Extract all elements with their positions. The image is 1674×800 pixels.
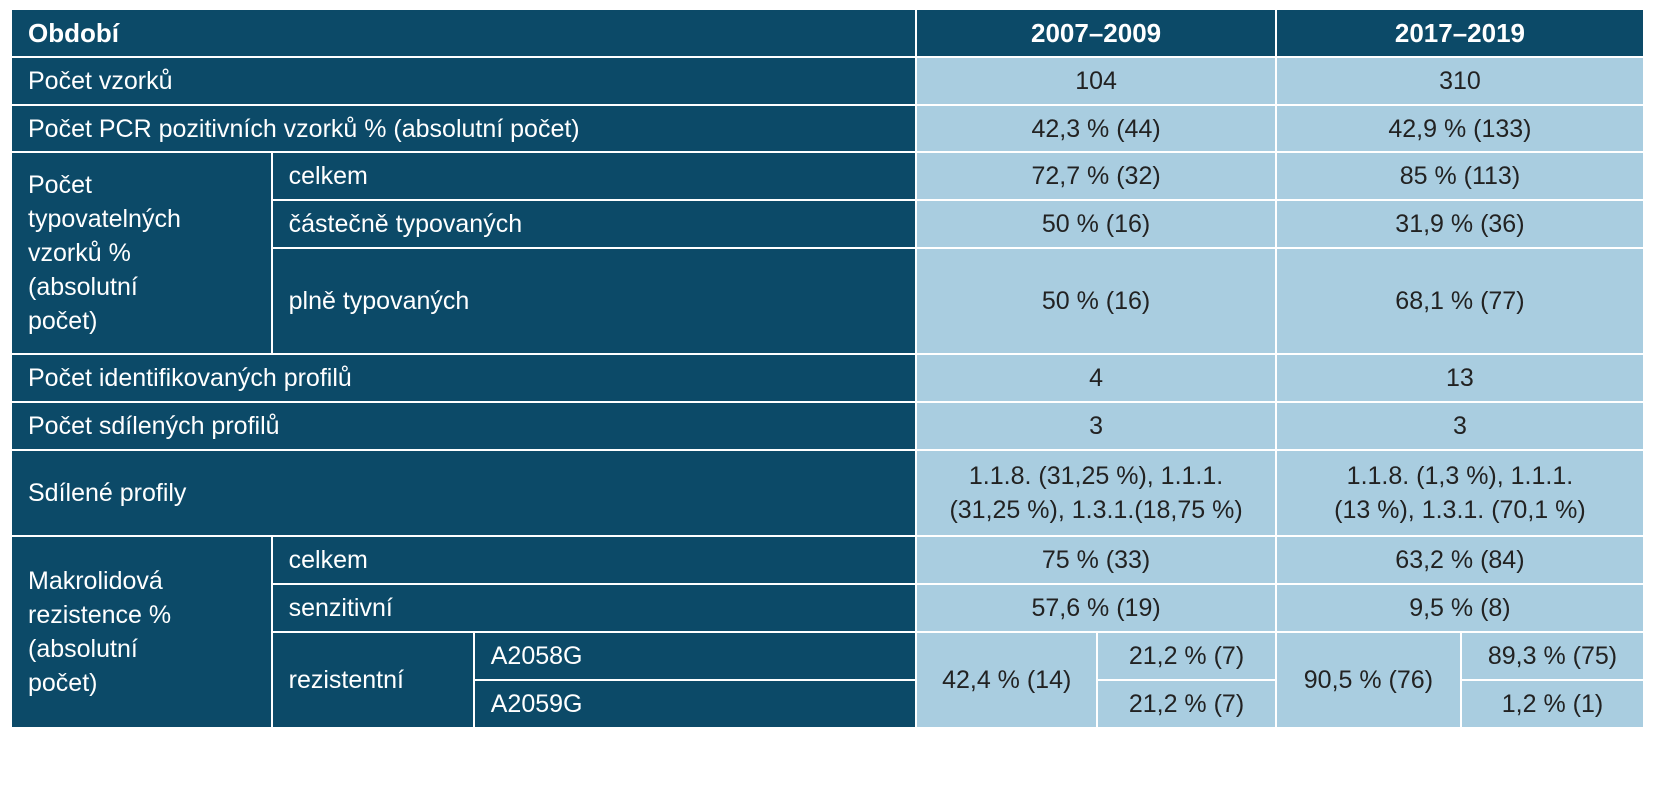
table-row: Počet PCR pozitivních vzorků % (absolutn… xyxy=(9,104,1646,153)
value-cell: 1.1.8. (31,25 %), 1.1.1. (31,25 %), 1.3.… xyxy=(915,449,1277,537)
value-cell: 42,9 % (133) xyxy=(1274,104,1646,153)
row-label: Počet identifikovaných profilů xyxy=(9,353,918,403)
value-cell: 68,1 % (77) xyxy=(1274,247,1646,355)
row-label: senzitivní xyxy=(270,583,918,633)
results-table: Období 2007–2009 2017–2019 Počet vzorků … xyxy=(9,8,1646,729)
period-header: Období xyxy=(9,8,918,58)
table-row: A2059G 21,2 % (7) 1,2 % (1) xyxy=(11,679,1646,729)
row-label: Počet vzorků xyxy=(9,56,918,106)
typeable-group-label: Počet typovatelných vzorků % (absolutní … xyxy=(10,151,273,355)
results-table-wrapper: Období 2007–2009 2017–2019 Počet vzorků … xyxy=(9,8,1646,729)
row-label: plně typovaných xyxy=(270,247,918,355)
table-row: senzitivní 57,6 % (19) 9,5 % (8) xyxy=(11,583,1646,633)
group-label-line: vzorků % xyxy=(28,239,131,267)
row-label: Počet PCR pozitivních vzorků % (absolutn… xyxy=(9,104,918,153)
value-line: 1.1.8. (31,25 %), 1.1.1. xyxy=(968,462,1224,490)
value-line: (13 %), 1.3.1. (70,1 %) xyxy=(1334,496,1586,524)
group-label-line: typovatelných xyxy=(28,205,181,233)
value-cell: 1.1.8. (1,3 %), 1.1.1. (13 %), 1.3.1. (7… xyxy=(1274,449,1646,537)
value-cell: 1,2 % (1) xyxy=(1459,679,1646,729)
row-label: rezistentní xyxy=(270,631,475,729)
group-label-line: počet) xyxy=(28,669,98,697)
macrolide-group-label: Makrolidová rezistence % (absolutní poče… xyxy=(10,535,273,729)
table-row: částečně typovaných 50 % (16) 31,9 % (36… xyxy=(11,199,1646,249)
value-line: 1.1.8. (1,3 %), 1.1.1. xyxy=(1346,462,1574,490)
value-cell: 13 xyxy=(1274,353,1646,403)
table-row: rezistentní A2058G 42,4 % (14) 21,2 % (7… xyxy=(11,631,1646,729)
table-row: Počet typovatelných vzorků % (absolutní … xyxy=(10,151,1646,355)
value-cell: 89,3 % (75) xyxy=(1459,631,1646,681)
value-cell: 50 % (16) xyxy=(915,199,1277,249)
value-line: (31,25 %), 1.3.1.(18,75 %) xyxy=(949,496,1243,524)
value-cell: 3 xyxy=(1274,401,1646,451)
group-label-line: Počet xyxy=(28,171,92,199)
period-2017-2019-header: 2017–2019 xyxy=(1274,8,1646,58)
table-row: Makrolidová rezistence % (absolutní poče… xyxy=(10,535,1646,729)
row-label: Sdílené profily xyxy=(9,449,918,537)
value-cell: 3 xyxy=(915,401,1277,451)
row-label: Počet sdílených profilů xyxy=(9,401,918,451)
table-row: Počet identifikovaných profilů 4 13 xyxy=(9,353,1646,403)
row-label: celkem xyxy=(270,151,918,201)
value-cell: 75 % (33) xyxy=(915,535,1277,585)
value-cell: 21,2 % (7) xyxy=(1096,679,1277,729)
group-label-line: (absolutní xyxy=(28,273,138,301)
value-cell: 9,5 % (8) xyxy=(1274,583,1646,633)
value-cell: 42,3 % (44) xyxy=(915,104,1277,153)
header-row: Období 2007–2009 2017–2019 xyxy=(9,8,1646,58)
value-cell: 21,2 % (7) xyxy=(1096,631,1277,681)
mutation-label: A2058G xyxy=(472,631,918,681)
table-row: Sdílené profily 1.1.8. (31,25 %), 1.1.1.… xyxy=(9,449,1646,537)
value-cell: 50 % (16) xyxy=(915,247,1277,355)
period-2007-2009-header: 2007–2009 xyxy=(915,8,1277,58)
value-cell: 104 xyxy=(915,56,1277,106)
value-cell: 63,2 % (84) xyxy=(1274,535,1646,585)
value-cell: 90,5 % (76) xyxy=(1274,631,1462,729)
table-row: Počet sdílených profilů 3 3 xyxy=(9,401,1646,451)
value-cell: 31,9 % (36) xyxy=(1274,199,1646,249)
value-cell: 42,4 % (14) xyxy=(915,631,1099,729)
value-cell: 85 % (113) xyxy=(1274,151,1646,201)
value-cell: 310 xyxy=(1274,56,1646,106)
group-label-line: Makrolidová xyxy=(28,567,163,595)
mutation-label: A2059G xyxy=(472,679,918,729)
group-label-line: rezistence % xyxy=(28,601,172,629)
group-label-line: (absolutní xyxy=(28,635,138,663)
table-row: plně typovaných 50 % (16) 68,1 % (77) xyxy=(11,247,1646,355)
value-cell: 57,6 % (19) xyxy=(915,583,1277,633)
row-label: částečně typovaných xyxy=(270,199,918,249)
group-label-line: počet) xyxy=(28,307,98,335)
table-row: Počet vzorků 104 310 xyxy=(9,56,1646,106)
row-label: celkem xyxy=(270,535,918,585)
value-cell: 4 xyxy=(915,353,1277,403)
value-cell: 72,7 % (32) xyxy=(915,151,1277,201)
